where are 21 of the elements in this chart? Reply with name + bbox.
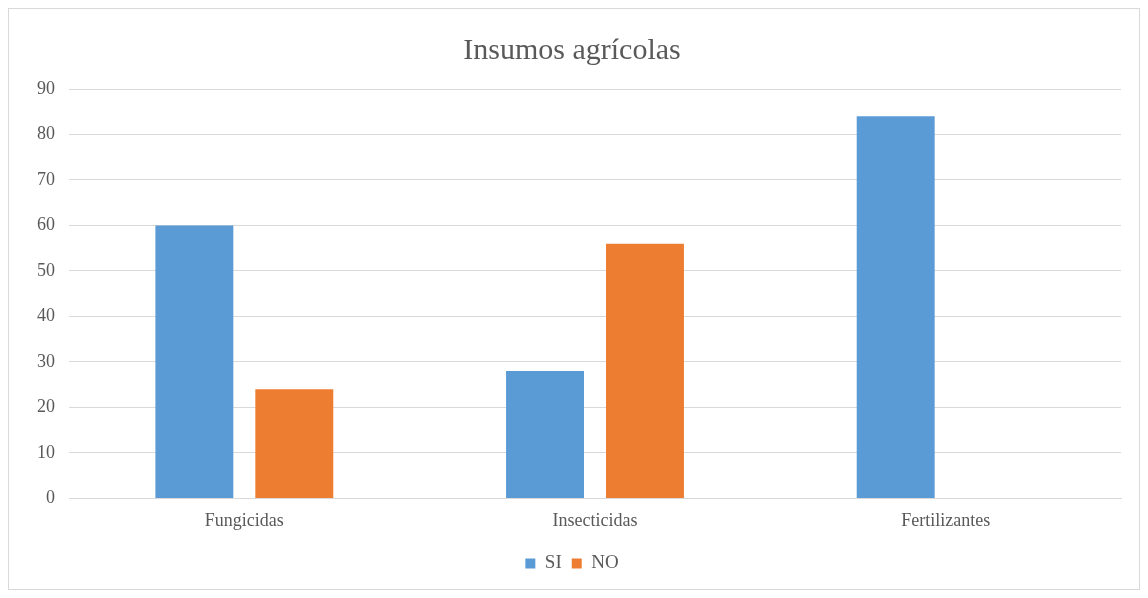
x-tick-label: Fertilizantes: [901, 509, 991, 530]
bar: [506, 371, 585, 498]
y-tick-label: 20: [37, 396, 55, 417]
y-tick-label: 0: [46, 487, 55, 508]
y-tick-label: 70: [37, 168, 55, 189]
bar: [255, 389, 334, 498]
legend-label: SI: [544, 551, 562, 573]
y-tick-label: 60: [37, 214, 55, 235]
y-tick-label: 50: [37, 259, 55, 280]
bar: [605, 243, 684, 498]
x-tick-label: Insecticidas: [552, 509, 638, 530]
chart-title: Insumos agrícolas: [463, 31, 681, 65]
bar: [155, 225, 234, 498]
bar: [856, 116, 935, 498]
y-tick-label: 90: [37, 77, 55, 98]
legend-label: NO: [591, 551, 619, 573]
y-tick-label: 10: [37, 441, 55, 462]
y-tick-label: 40: [37, 305, 55, 326]
y-tick-label: 30: [37, 350, 55, 371]
x-tick-label: Fungicidas: [204, 509, 284, 530]
y-tick-label: 80: [37, 123, 55, 144]
